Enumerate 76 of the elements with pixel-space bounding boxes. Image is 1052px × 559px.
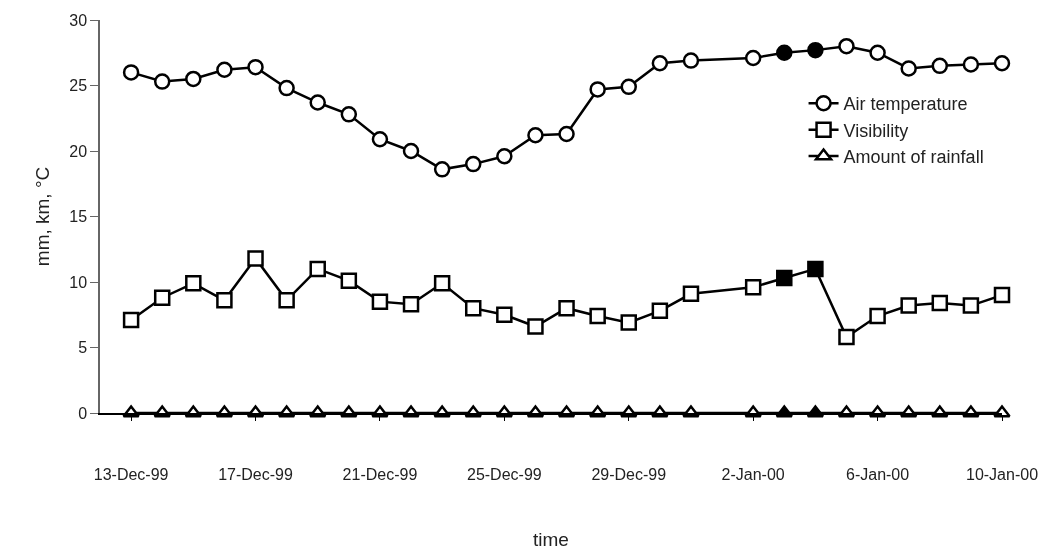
point — [744, 278, 762, 296]
point — [247, 58, 264, 76]
point — [931, 294, 949, 312]
x-tick-label: 21-Dec-99 — [342, 466, 418, 484]
point — [465, 155, 482, 173]
point — [433, 275, 451, 292]
y-tick-label: 25 — [69, 77, 88, 95]
point — [620, 78, 638, 96]
point — [651, 302, 669, 320]
y-tick-label: 0 — [78, 404, 88, 422]
point — [962, 56, 980, 73]
x-tick-label: 2-Jan-00 — [721, 466, 785, 484]
point — [247, 250, 264, 267]
point — [216, 292, 233, 309]
point — [122, 311, 140, 329]
point — [558, 299, 575, 317]
point — [527, 127, 544, 144]
point — [807, 260, 824, 278]
point — [278, 79, 295, 97]
point — [371, 130, 389, 148]
point — [589, 307, 606, 325]
point — [185, 275, 202, 292]
point — [122, 64, 140, 81]
point — [496, 147, 513, 165]
y-tick-label: 15 — [69, 208, 88, 226]
point — [651, 54, 669, 72]
point — [402, 142, 420, 160]
point — [900, 60, 917, 77]
point — [931, 57, 949, 75]
point — [869, 44, 886, 61]
point — [340, 106, 358, 123]
point — [340, 272, 358, 289]
legend-label: Air temperature — [843, 94, 968, 115]
point — [807, 41, 824, 59]
point — [993, 286, 1011, 304]
x-axis-title: time — [533, 528, 569, 550]
x-tick-label: 13-Dec-99 — [93, 466, 169, 484]
point — [900, 297, 917, 314]
point — [433, 161, 451, 178]
point — [838, 328, 855, 346]
point — [464, 299, 482, 317]
y-tick-label: 10 — [69, 273, 88, 291]
point — [153, 289, 171, 306]
point — [496, 306, 513, 323]
y-tick-label: 20 — [69, 142, 88, 160]
point — [776, 269, 793, 287]
point — [776, 44, 793, 61]
x-tick-label: 10-Jan-00 — [965, 466, 1039, 484]
point — [185, 70, 202, 88]
x-tick-label: 6-Jan-00 — [846, 466, 910, 484]
y-axis-title: mm, km, °C — [31, 166, 53, 267]
point — [402, 296, 420, 313]
y-tick-label: 5 — [78, 339, 88, 357]
point — [527, 318, 544, 335]
x-tick-label: 25-Dec-99 — [466, 466, 542, 484]
x-tick-label: 17-Dec-99 — [218, 466, 293, 484]
point — [869, 307, 886, 325]
legend-label: Visibility — [843, 120, 909, 141]
x-tick-label: 29-Dec-99 — [591, 466, 667, 484]
point — [682, 285, 700, 303]
point — [962, 297, 980, 314]
point — [589, 81, 606, 98]
point — [278, 292, 295, 309]
point — [682, 52, 700, 69]
point — [216, 61, 233, 79]
point — [309, 94, 326, 111]
point — [744, 49, 762, 67]
point — [558, 125, 575, 143]
point — [620, 314, 638, 331]
point — [153, 73, 171, 90]
legend-label: Amount of rainfall — [843, 147, 984, 168]
point — [838, 37, 855, 55]
point — [309, 260, 326, 278]
y-tick-label: 30 — [69, 11, 88, 29]
point — [993, 54, 1011, 72]
point — [371, 293, 389, 310]
